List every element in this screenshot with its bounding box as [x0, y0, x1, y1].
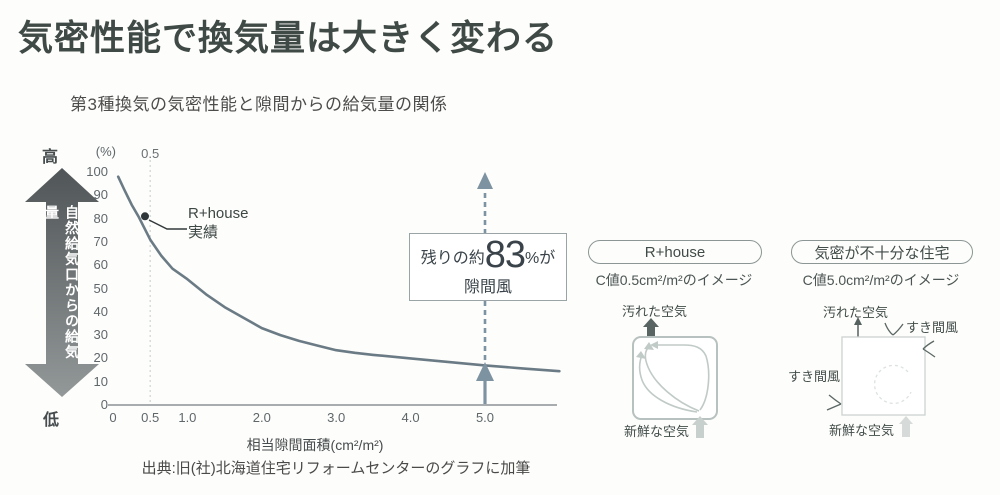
supply-air-curve [116, 175, 561, 373]
supply-volume-arrow [25, 168, 99, 397]
weak-airflow-swirl [873, 364, 912, 405]
y-tick-label: 80 [93, 210, 108, 226]
leaky-house-pill: 気密が不十分な住宅 [791, 240, 973, 264]
rhouse-dirty-air-label: 汚れた空気 [622, 304, 688, 319]
x-tick-label: 3.0 [327, 410, 346, 425]
fresh-air-arrow [899, 416, 913, 437]
exhaust-air-arrow [643, 318, 659, 338]
leaky-draft-top-label: すき間風 [906, 320, 959, 335]
leaky-draft-left-label: すき間風 [788, 369, 841, 384]
draft-arrow [828, 394, 842, 405]
rhouse-pill: R+house [588, 240, 762, 264]
low-label: 低 [42, 412, 59, 429]
curve-label-line2: 実績 [188, 223, 219, 241]
source-note: 出典:旧(社)北海道住宅リフォームセンターのグラフに加筆 [141, 460, 531, 477]
y-tick-label: 90 [93, 187, 108, 203]
x-tick-label: 0.5 [141, 410, 160, 425]
x-tick-label: 0 [109, 410, 117, 425]
leaky-fresh-air-label: 新鮮な空気 [829, 423, 895, 438]
draft-arrow [922, 340, 935, 350]
y-tick-label: 0 [100, 397, 108, 412]
annotation-line1: 残りの約 83 %が [420, 234, 556, 277]
y-tick-label: 100 [86, 164, 108, 179]
high-label: 高 [41, 149, 58, 166]
x-tick-label: 4.0 [401, 410, 420, 425]
y-tick-label: 40 [93, 303, 108, 319]
y-tick-label: 10 [93, 373, 108, 389]
leaky-dirty-air-label: 汚れた空気 [823, 305, 889, 320]
leaky-house-diagram [826, 317, 936, 437]
fresh-air-arrow [692, 416, 708, 438]
draft-arrow [892, 323, 904, 336]
y-tick-label: 20 [93, 350, 108, 366]
draft-arrow [922, 348, 936, 358]
airflow-curve [638, 354, 698, 413]
curve-label-line1: R+house [188, 205, 249, 222]
airflow-curve [644, 345, 700, 412]
curve-label-dot [140, 212, 149, 221]
annotation-value: 83 [484, 234, 526, 277]
y-axis-unit-label: (%) [95, 144, 116, 159]
leaky-house-caption: C値5.0cm²/m²のイメージ [802, 272, 960, 288]
leaky-box [841, 336, 926, 416]
draft-share-annotation: 残りの約 83 %が 隙間風 [409, 233, 567, 301]
y-tick-label: 30 [93, 327, 108, 343]
x-axis-title: 相当隙間面積(cm²/m²) [246, 437, 384, 453]
y-tick-label: 60 [93, 257, 108, 273]
annotation-prefix: 残りの約 [420, 249, 485, 267]
y-tick-label: 50 [93, 280, 108, 296]
reference-line-label: 0.5 [141, 146, 160, 161]
annotation-suffix: %が [525, 249, 556, 267]
rhouse-fresh-air-label: 新鮮な空気 [624, 424, 690, 439]
x-tick-label: 2.0 [252, 410, 271, 425]
annotation-line2: 隙間風 [463, 278, 512, 296]
chart-title: 第3種換気の気密性能と隙間からの給気量の関係 [70, 95, 448, 114]
curve-label: R+house 実績 [188, 205, 248, 243]
draft-arrow [826, 403, 842, 411]
exhaust-air-arrowhead [854, 317, 862, 325]
supply-volume-axis-label: 自然給気口からの給気量 [44, 205, 80, 360]
page-title: 気密性能で換気量は大きく変わる [18, 19, 559, 58]
rhouse-box [632, 336, 718, 420]
rhouse-caption: C値0.5cm²/m²のイメージ [595, 272, 753, 288]
y-tick-label: 70 [93, 233, 108, 249]
rhouse-diagram [632, 318, 718, 438]
x-tick-label: 1.0 [178, 410, 197, 425]
curve-label-leader [148, 219, 187, 230]
airflow-arrowhead [644, 342, 654, 350]
airflow-curve [654, 344, 710, 411]
x-tick-label: 5.0 [475, 410, 495, 425]
draft-arrow [884, 322, 894, 336]
airflow-arrowhead [636, 351, 646, 359]
airflow-arrowhead [650, 341, 658, 349]
